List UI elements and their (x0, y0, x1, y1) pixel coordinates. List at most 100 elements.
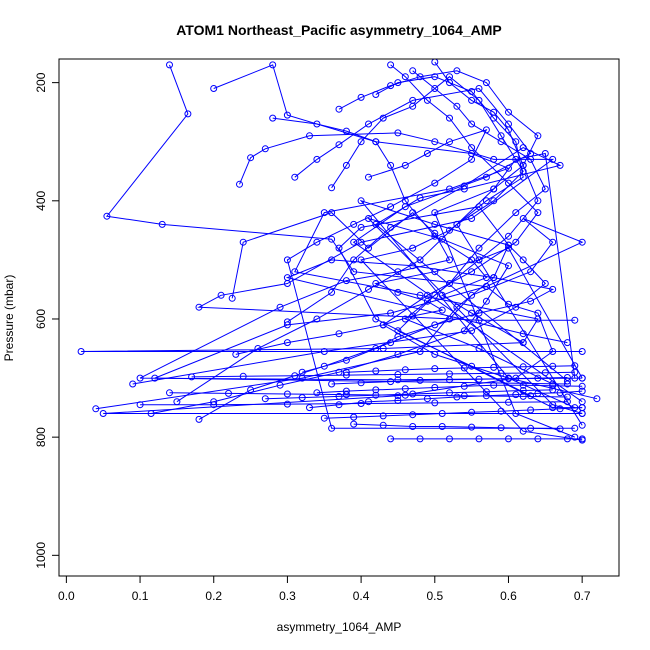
data-point (184, 110, 192, 118)
data-point (578, 374, 586, 382)
data-point (468, 408, 476, 416)
data-point (335, 244, 343, 252)
data-point (350, 220, 358, 228)
data-point (387, 82, 395, 90)
data-point (556, 425, 564, 433)
data-point (446, 435, 453, 443)
data-point (468, 144, 476, 152)
data-point (505, 179, 512, 187)
data-point (239, 372, 247, 380)
data-point (379, 421, 387, 429)
data-point (387, 435, 395, 443)
data-point (549, 382, 557, 390)
data-point (482, 197, 490, 205)
data-point (387, 223, 395, 231)
data-point (350, 238, 358, 246)
data-point (232, 350, 240, 358)
data-point (527, 406, 535, 414)
data-point (460, 392, 468, 400)
data-point (497, 407, 505, 415)
data-point (350, 256, 358, 264)
data-point (431, 321, 439, 329)
data-point (335, 141, 343, 149)
data-point (195, 303, 203, 311)
data-point (438, 306, 446, 314)
series-line-16 (272, 117, 524, 344)
data-point (320, 414, 328, 422)
data-point (593, 395, 601, 403)
data-point (490, 185, 498, 193)
data-point (534, 435, 542, 443)
data-point (497, 369, 505, 377)
data-point (490, 274, 498, 282)
data-point (446, 138, 453, 146)
data-point (342, 371, 350, 379)
data-point (475, 435, 483, 443)
data-point (512, 138, 520, 146)
data-point (475, 96, 483, 104)
data-point (409, 423, 417, 430)
data-point (534, 209, 542, 217)
data-point (313, 238, 321, 246)
series-line-1 (103, 64, 583, 414)
data-point (276, 381, 284, 389)
data-point (519, 330, 527, 338)
data-point (151, 374, 159, 382)
data-point (475, 309, 483, 317)
data-point (372, 386, 380, 394)
data-point (365, 120, 372, 128)
data-point (365, 173, 372, 181)
data-point (497, 138, 505, 146)
x-tick-label: 0.4 (353, 589, 370, 603)
data-point (247, 154, 255, 162)
series-line-11 (294, 87, 583, 403)
data-point (372, 345, 380, 352)
data-point (519, 256, 527, 264)
data-point (136, 401, 144, 409)
series-line-19 (382, 64, 576, 409)
data-point (210, 85, 218, 92)
data-point (328, 235, 336, 243)
data-point (365, 285, 372, 293)
data-point (129, 380, 137, 388)
data-point (446, 79, 453, 87)
data-point (446, 226, 453, 234)
data-point (468, 88, 476, 95)
data-point (534, 197, 542, 205)
data-point (446, 256, 453, 264)
data-point (291, 372, 299, 380)
data-point (571, 316, 579, 324)
data-point (549, 285, 557, 293)
series-line-25 (346, 365, 575, 373)
series-line-28 (353, 423, 561, 430)
series-line-20 (404, 70, 553, 385)
data-point (423, 96, 431, 104)
data-point (342, 127, 350, 135)
x-axis: 0.0 0.1 0.2 0.3 0.4 0.5 0.6 0.7 (58, 575, 591, 603)
series-line-18 (285, 259, 568, 373)
y-tick-label: 800 (34, 427, 48, 447)
data-point (350, 413, 358, 421)
data-point (490, 155, 498, 163)
data-point (342, 391, 350, 399)
data-point (335, 401, 343, 409)
data-point (431, 399, 439, 407)
data-point (328, 380, 336, 388)
data-point (519, 215, 527, 222)
data-point (512, 209, 520, 217)
x-tick-label: 0.6 (500, 589, 517, 603)
data-point (416, 348, 424, 355)
data-point (431, 291, 439, 299)
x-tick-label: 0.7 (574, 589, 591, 603)
data-point (269, 61, 277, 69)
data-point (394, 371, 402, 378)
data-point (394, 79, 402, 87)
data-point (401, 197, 409, 205)
data-point (571, 424, 579, 432)
data-point (490, 363, 498, 371)
data-point (519, 173, 527, 181)
data-point (372, 315, 380, 323)
data-point (416, 73, 424, 81)
series-line-15 (286, 129, 575, 429)
